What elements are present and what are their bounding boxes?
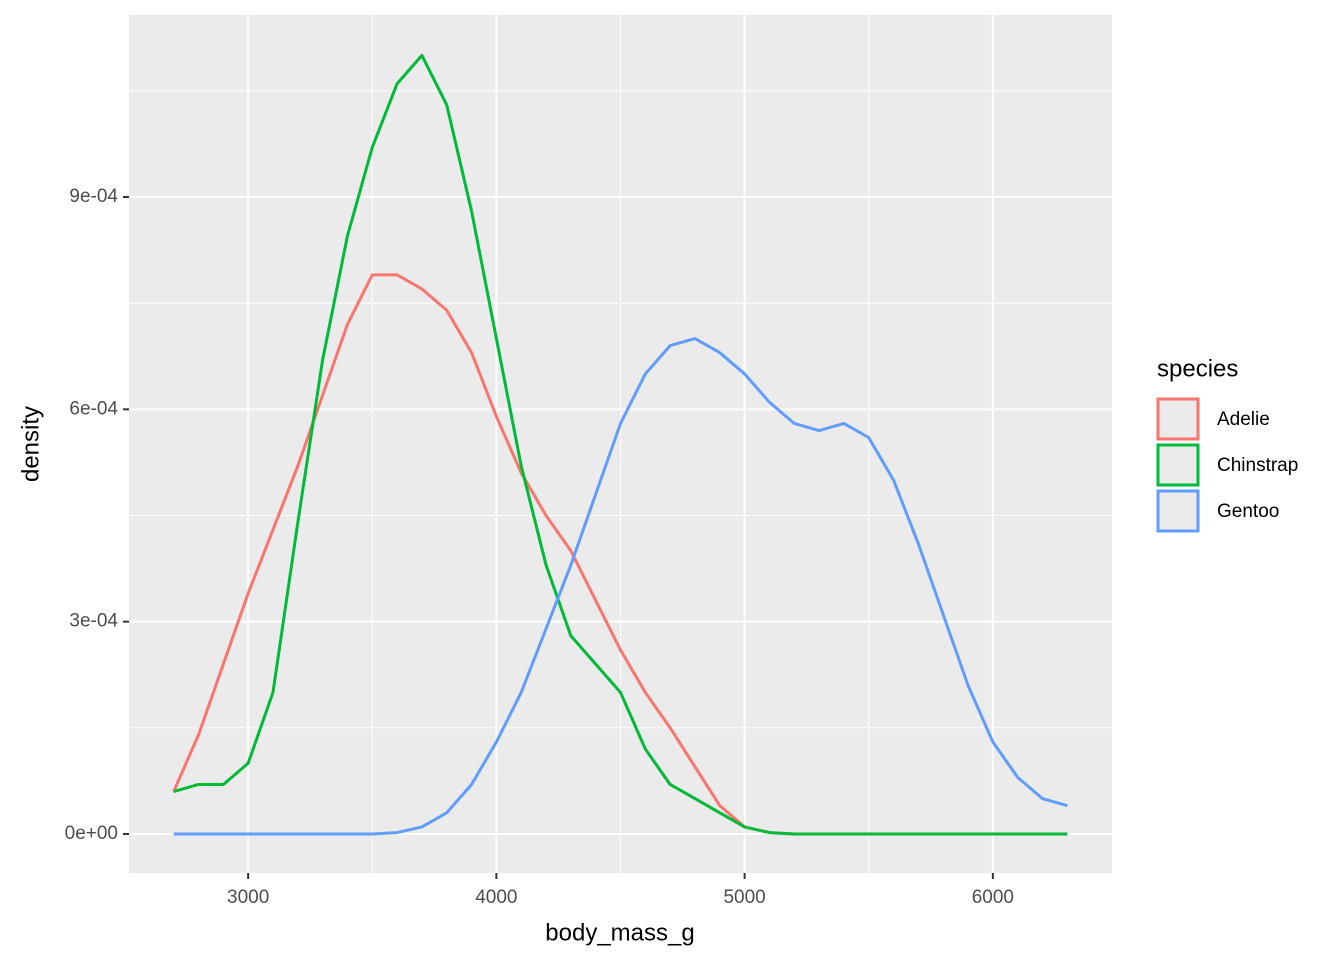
legend-key (1156, 489, 1200, 533)
x-axis-label: body_mass_g (545, 919, 694, 946)
y-tick-label: 9e-04 (69, 186, 118, 207)
legend-key (1156, 397, 1200, 441)
y-axis-label: density (17, 406, 44, 482)
legend-label: Chinstrap (1217, 455, 1298, 476)
y-tick-label: 0e+00 (65, 823, 118, 844)
x-tick-label: 4000 (475, 887, 517, 908)
x-tick-label: 3000 (227, 887, 269, 908)
y-tick-label: 3e-04 (69, 611, 118, 632)
legend-key (1156, 443, 1200, 487)
y-tick-label: 6e-04 (69, 398, 118, 419)
density-line (173, 53, 1068, 836)
x-tick-label: 6000 (972, 887, 1014, 908)
x-tick-label: 5000 (723, 887, 765, 908)
density-line (173, 337, 1068, 836)
legend-title: species (1157, 355, 1238, 382)
legend-label: Gentoo (1217, 501, 1279, 522)
legend-label: Adelie (1217, 409, 1270, 430)
